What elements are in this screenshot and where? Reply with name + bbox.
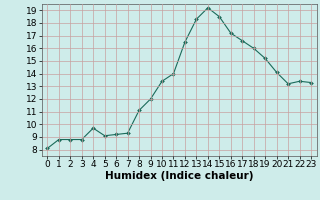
X-axis label: Humidex (Indice chaleur): Humidex (Indice chaleur) <box>105 171 253 181</box>
